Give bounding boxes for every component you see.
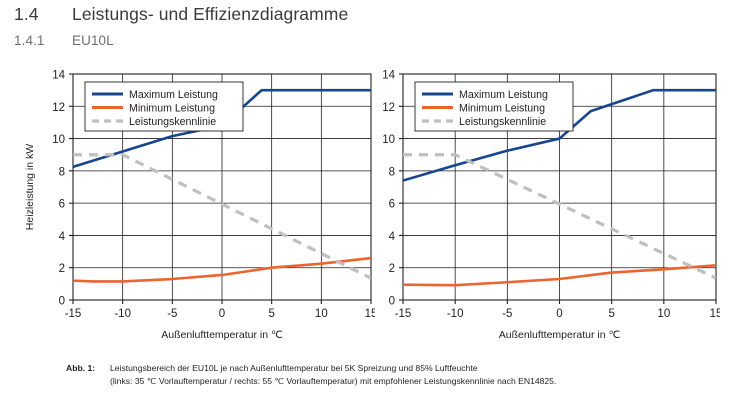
- chart-svg-left: 0 2 4 6 8 10 12 14 -15 -10 -5 0 5 10 15 Außenlufttemper…: [24, 70, 375, 342]
- legend-label: Maximum Leistung: [129, 89, 218, 101]
- legend-label: Leistungskennlinie: [459, 116, 546, 128]
- chart-right-55c: 0 2 4 6 8 10 12 14 -15 -10 -5 0 5 10 15 Außenlufttemper…: [365, 62, 720, 352]
- y-tick-label: 14: [52, 70, 65, 82]
- section-title: Leistungs- und Effizienzdiagramme: [72, 4, 349, 24]
- y-tick-label: 10: [382, 134, 395, 146]
- page-title: 1.4 Leistungs- und Effizienzdiagramme: [14, 4, 348, 25]
- chart-svg-right: 0 2 4 6 8 10 12 14 -15 -10 -5 0 5 10 15 Außenlufttemper…: [382, 70, 720, 342]
- y-tick-label: 0: [59, 296, 65, 308]
- y-tick-label: 6: [59, 199, 65, 211]
- x-tick-label: -10: [447, 308, 464, 320]
- x-tick-label: -5: [502, 308, 512, 320]
- caption-line-2: (links: 35 ℃ Vorlauftemperatur / rechts:…: [110, 376, 557, 387]
- y-tick-label: 12: [382, 102, 395, 114]
- series-line-minimum-leistung: [73, 256, 371, 283]
- gridlines: [403, 74, 716, 300]
- y-tick-label: 4: [59, 231, 66, 243]
- tick-labels: 0 2 4 6 8 10 12 14 -15 -10 -5 0 5 10 15: [382, 70, 720, 321]
- y-tick-label: 12: [52, 102, 65, 114]
- legend: Maximum Leistung Minimum LeistungLeistung…: [414, 81, 574, 132]
- series-line-maximum-leistung: [403, 88, 716, 182]
- tick-marks: [69, 73, 372, 304]
- legend-label: Minimum Leistung: [459, 103, 545, 115]
- x-tick-label: 10: [315, 308, 328, 320]
- series-line-leistungskennlinie: [403, 153, 716, 280]
- x-tick-label: -5: [167, 308, 177, 320]
- subsection-heading: 1.4.1 EU10L: [14, 33, 114, 48]
- x-axis-title: Außenlufttemperatur in ℃: [499, 329, 621, 341]
- caption-line-1: Leistungsbereich der EU10L je nach Außen…: [110, 363, 478, 373]
- x-tick-label: -15: [395, 308, 412, 320]
- y-tick-label: 8: [59, 166, 65, 178]
- y-axis-title: Heizleistung in kW: [24, 144, 36, 230]
- legend-label: Leistungskennlinie: [129, 116, 216, 128]
- x-tick-label: 0: [556, 308, 562, 320]
- caption-label: Abb. 1:: [66, 363, 96, 373]
- x-tick-label: -10: [114, 308, 131, 320]
- tick-labels: 0 2 4 6 8 10 12 14 -15 -10 -5 0 5 10 15: [52, 70, 375, 321]
- x-tick-label: 0: [219, 308, 225, 320]
- x-tick-label: 15: [710, 308, 720, 320]
- y-tick-label: 6: [389, 199, 395, 211]
- x-axis-title: Außenlufttemperatur in ℃: [161, 329, 283, 341]
- y-tick-label: 8: [389, 166, 395, 178]
- chart-left-35c: 0 2 4 6 8 10 12 14 -15 -10 -5 0 5 10 15 Außenlufttemper…: [20, 62, 375, 352]
- y-tick-label: 0: [389, 296, 395, 308]
- legend: Maximum Leistung Minimum LeistungLeistung…: [84, 81, 244, 132]
- x-tick-label: -15: [65, 308, 82, 320]
- section-number: 1.4: [14, 4, 39, 24]
- series-line-leistungskennlinie: [73, 153, 371, 280]
- y-tick-label: 2: [59, 263, 65, 275]
- series-line-minimum-leistung: [403, 263, 716, 287]
- figure-caption: Abb. 1: Leistungsbereich der EU10L je na…: [66, 362, 736, 388]
- x-tick-label: 10: [657, 308, 670, 320]
- y-tick-label: 4: [389, 231, 396, 243]
- y-tick-label: 10: [52, 134, 65, 146]
- x-tick-label: 5: [268, 308, 274, 320]
- x-tick-label: 5: [608, 308, 614, 320]
- x-tick-label: 15: [365, 308, 375, 320]
- data-series: [403, 88, 716, 287]
- y-tick-label: 14: [382, 70, 395, 82]
- tick-marks: [399, 73, 717, 304]
- subsection-number: 1.4.1: [14, 33, 45, 48]
- subsection-title: EU10L: [72, 33, 114, 48]
- legend-label: Maximum Leistung: [459, 89, 548, 101]
- y-tick-label: 2: [389, 263, 395, 275]
- legend-label: Minimum Leistung: [129, 103, 215, 115]
